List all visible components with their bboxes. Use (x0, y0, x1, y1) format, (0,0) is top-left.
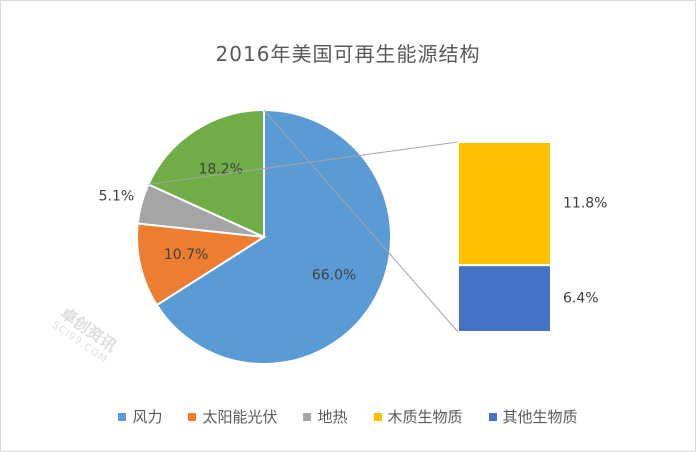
legend-label: 太阳能光伏 (202, 408, 278, 426)
legend-swatch (373, 412, 382, 421)
slice-label-0: 66.0% (312, 268, 356, 284)
slice-label-3: 18.2% (198, 162, 242, 178)
legend-label: 木质生物质 (387, 408, 463, 426)
legend-label: 地热 (317, 408, 348, 426)
slice-label-2: 5.1% (99, 189, 135, 205)
legend-swatch (303, 412, 312, 421)
legend-label: 风力 (132, 408, 163, 426)
legend-swatch (488, 412, 497, 421)
connector-line-top (148, 141, 459, 185)
slice-label-1: 10.7% (164, 247, 208, 263)
breakout-label-1: 6.4% (563, 291, 599, 307)
legend-item-1: 太阳能光伏 (188, 406, 277, 427)
legend-item-2: 地热 (303, 406, 348, 427)
legend-item-3: 木质生物质 (373, 406, 463, 427)
chart-legend: 风力 太阳能光伏 地热 木质生物质 其他生物质 (0, 406, 696, 427)
breakout-label-0: 11.8% (563, 196, 607, 212)
legend-swatch (188, 412, 197, 421)
chart-title: 2016年美国可再生能源结构 (215, 42, 481, 66)
pie-slice-1 (136, 222, 267, 307)
legend-item-4: 其他生物质 (488, 406, 578, 427)
connector-line-bottom (263, 109, 459, 333)
breakout-bar-1 (457, 264, 552, 333)
pie-slice-0 (155, 108, 392, 365)
legend-swatch (118, 412, 127, 421)
legend-item-0: 风力 (118, 406, 162, 427)
legend-label: 其他生物质 (502, 408, 578, 426)
breakout-bar-0 (457, 141, 552, 267)
pie-slice-3 (147, 108, 265, 239)
